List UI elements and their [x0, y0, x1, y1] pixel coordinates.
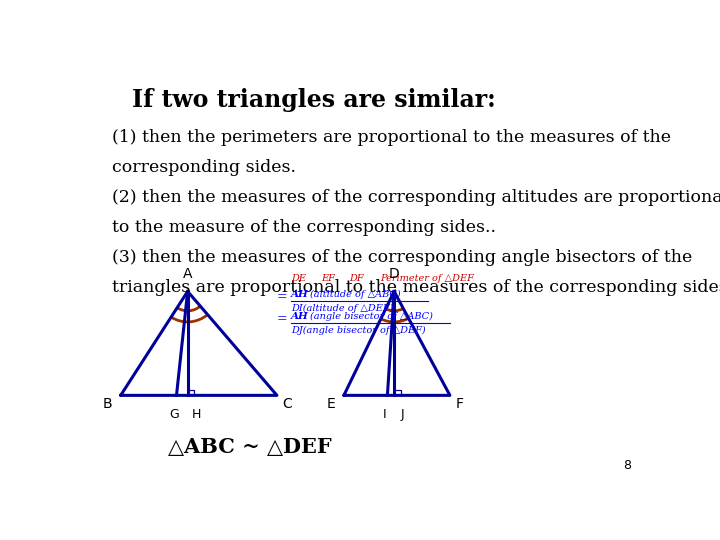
Text: A: A	[183, 267, 192, 281]
Text: Perimeter of △DEF: Perimeter of △DEF	[380, 274, 474, 282]
Text: C: C	[282, 397, 292, 411]
Text: G: G	[168, 408, 179, 421]
Text: B: B	[103, 397, 112, 411]
Text: H: H	[192, 408, 201, 421]
Text: DF: DF	[349, 274, 364, 282]
Text: (angle bisector of △ABC): (angle bisector of △ABC)	[310, 312, 433, 321]
Text: (1) then the perimeters are proportional to the measures of the: (1) then the perimeters are proportional…	[112, 129, 671, 146]
Text: 8: 8	[624, 460, 631, 472]
Text: (2) then the measures of the corresponding altitudes are proportional: (2) then the measures of the correspondi…	[112, 189, 720, 206]
Text: I: I	[383, 408, 387, 421]
Text: AH: AH	[291, 290, 309, 299]
Text: F: F	[456, 397, 464, 411]
Text: =: =	[277, 290, 287, 303]
Text: If two triangles are similar:: If two triangles are similar:	[132, 87, 495, 112]
Text: triangles are proportional to the measures of the corresponding sides..: triangles are proportional to the measur…	[112, 279, 720, 296]
Text: D: D	[389, 267, 400, 281]
Text: =: =	[277, 312, 287, 325]
Text: (3) then the measures of the corresponding angle bisectors of the: (3) then the measures of the correspondi…	[112, 249, 693, 266]
Bar	[394, 390, 401, 395]
Text: (altitude of △ABC): (altitude of △ABC)	[310, 290, 401, 299]
Text: corresponding sides.: corresponding sides.	[112, 159, 297, 176]
Text: △ABC ~ △DEF: △ABC ~ △DEF	[168, 437, 332, 457]
Text: DI(altitude of △DEF): DI(altitude of △DEF)	[291, 304, 393, 313]
Text: AH: AH	[291, 312, 309, 321]
Text: EF: EF	[322, 274, 336, 282]
Text: to the measure of the corresponding sides..: to the measure of the corresponding side…	[112, 219, 496, 236]
Text: J: J	[400, 408, 405, 421]
Text: E: E	[327, 397, 336, 411]
Bar	[188, 390, 194, 395]
Text: DE: DE	[291, 274, 306, 282]
Text: DJ(angle bisector of △DEF): DJ(angle bisector of △DEF)	[291, 326, 426, 335]
